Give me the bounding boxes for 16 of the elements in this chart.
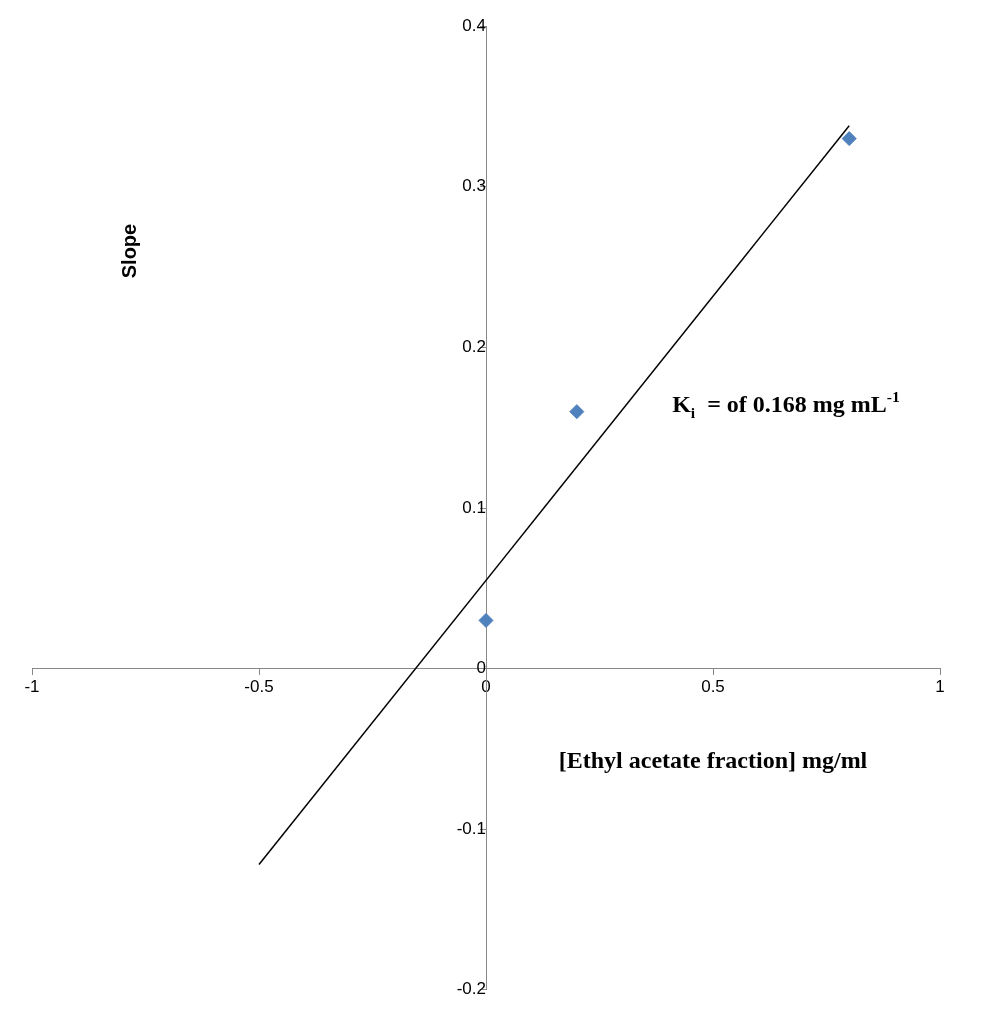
y-tick-label: 0.3 [462,176,486,196]
y-tick-label: -0.2 [456,979,486,999]
x-tick-label: -0.5 [244,677,274,697]
point [569,404,585,420]
y-tick-label: 0.1 [462,497,486,517]
x-axis-title: [Ethyl acetate fraction] mg/ml [558,747,868,774]
y-tick-label: 0.4 [462,15,486,35]
x-tick-label: 1 [935,677,945,697]
x-tick-label: -1 [24,677,40,697]
x-tick-label: 0.5 [701,677,725,697]
point [841,131,857,147]
y-axis-title: Slope [118,223,141,279]
y-tick-label: 0 [476,658,486,678]
y-tick-label: -0.1 [456,818,486,838]
y-tick-label: 0.2 [462,337,486,357]
point [478,612,494,628]
